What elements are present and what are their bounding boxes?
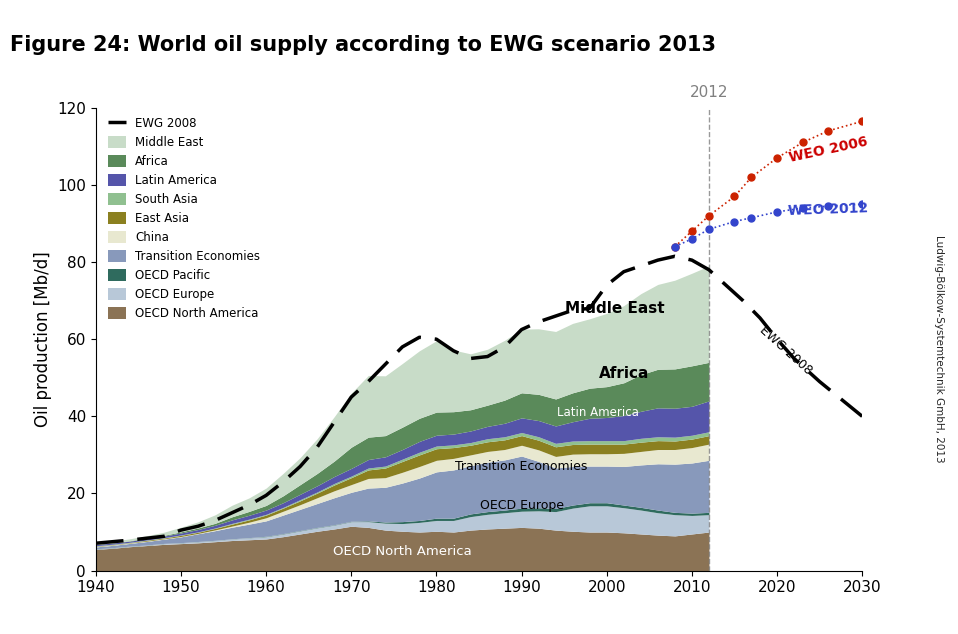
- Text: Latin America: Latin America: [558, 406, 639, 419]
- Text: Figure 24: World oil supply according to EWG scenario 2013: Figure 24: World oil supply according to…: [10, 35, 716, 55]
- Text: 2012: 2012: [690, 85, 728, 100]
- Text: OECD North America: OECD North America: [333, 545, 471, 558]
- Text: Ludwig-Bölkow-Systemtechnik GmbH, 2013: Ludwig-Bölkow-Systemtechnik GmbH, 2013: [934, 235, 944, 463]
- Text: WEO 2006: WEO 2006: [787, 135, 869, 165]
- Text: Africa: Africa: [599, 366, 649, 382]
- Text: Transition Economies: Transition Economies: [455, 460, 588, 473]
- Text: Middle East: Middle East: [565, 301, 665, 316]
- Text: EWG 2008: EWG 2008: [757, 324, 814, 378]
- Text: WEO 2012: WEO 2012: [787, 202, 869, 218]
- Y-axis label: Oil production [Mb/d]: Oil production [Mb/d]: [34, 251, 52, 427]
- Legend: EWG 2008, Middle East, Africa, Latin America, South Asia, East Asia, China, Tran: EWG 2008, Middle East, Africa, Latin Ame…: [103, 112, 265, 324]
- Text: OECD Europe: OECD Europe: [480, 498, 563, 512]
- Text: EWG-update2013_long_18_03_2013.pdf - Adobe Reader: EWG-update2013_long_18_03_2013.pdf - Ado…: [5, 6, 317, 16]
